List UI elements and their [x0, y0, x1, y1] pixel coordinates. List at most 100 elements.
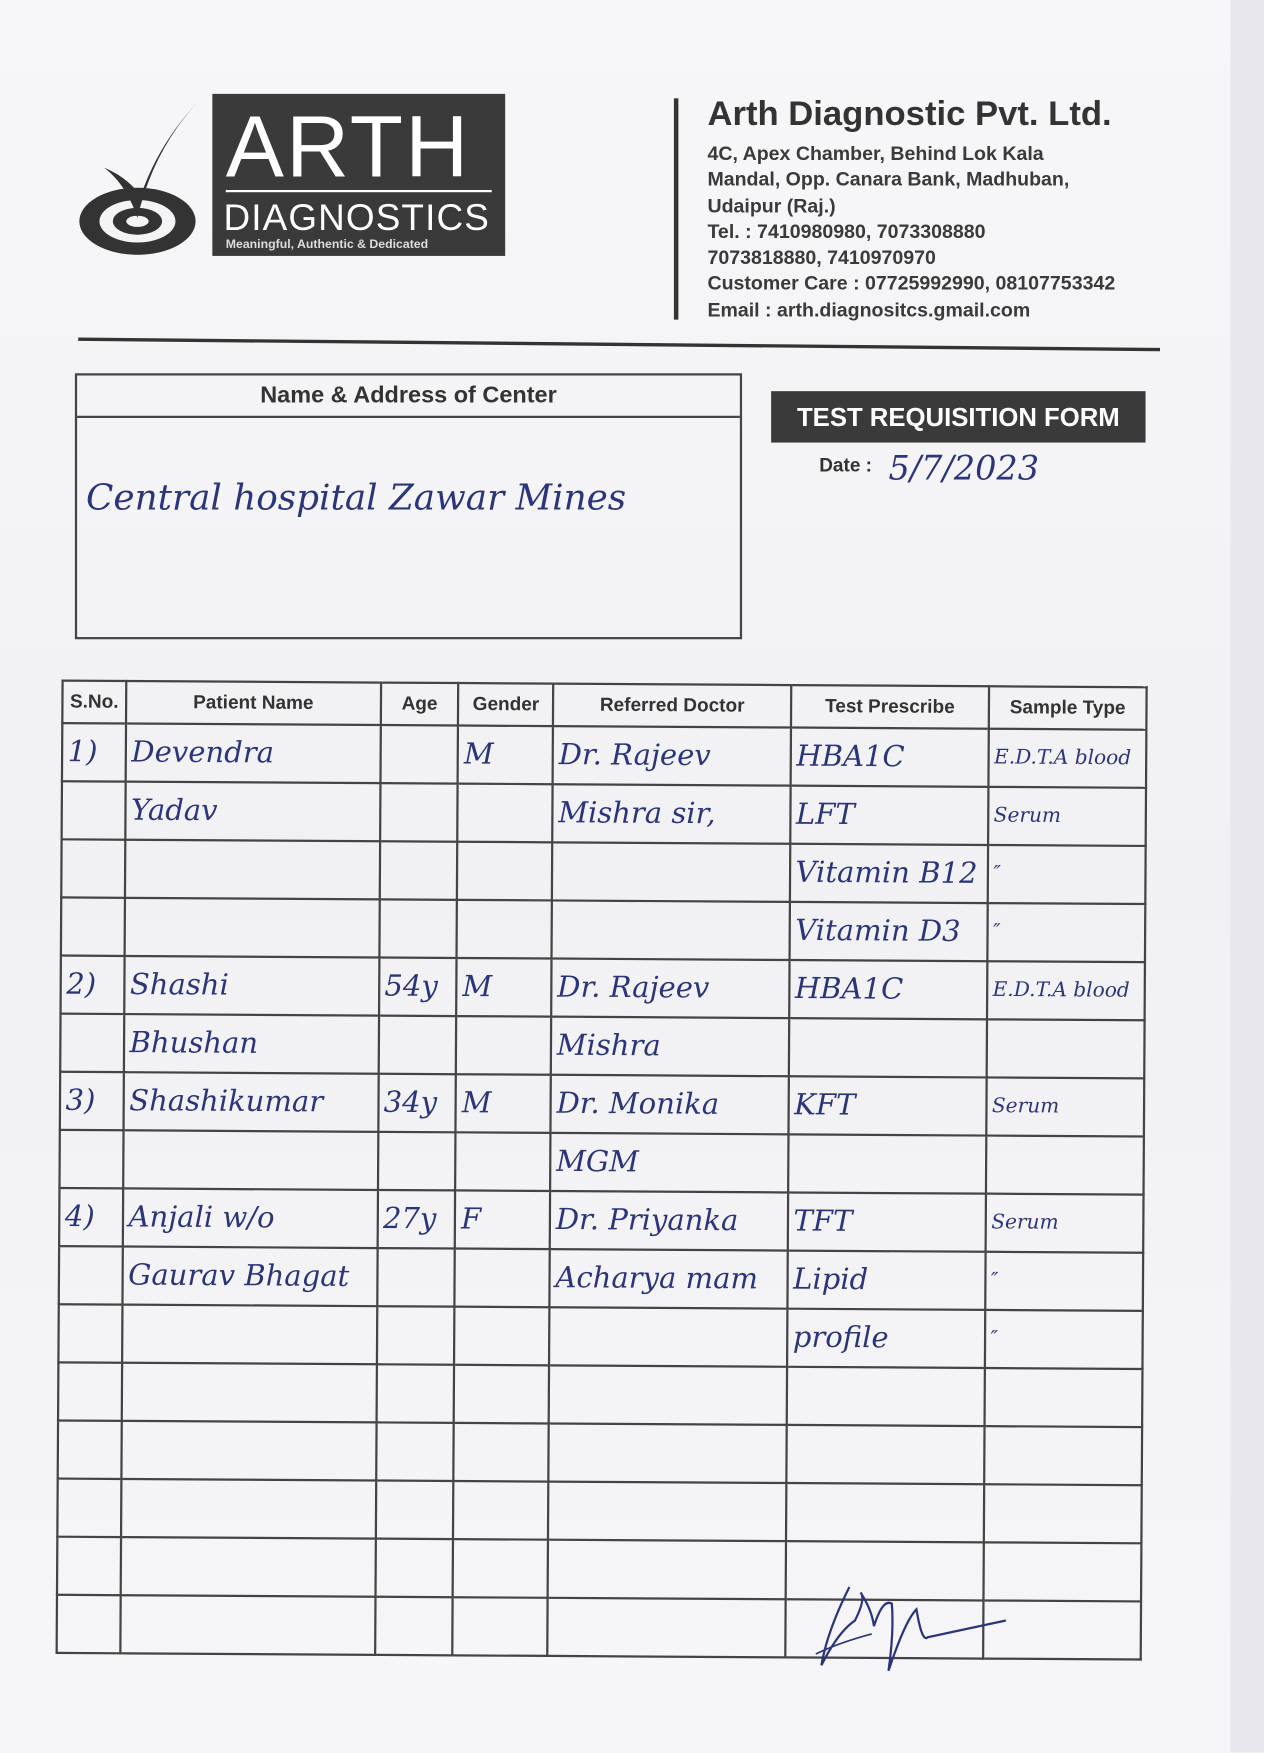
center-box: Name & Address of Center Central hospita…: [74, 373, 743, 640]
cell-sample-type: [984, 1426, 1143, 1486]
cell-referred-doctor: [549, 1307, 788, 1367]
cell-gender: [457, 899, 553, 959]
cell-referred-doctor: Dr. Rajeev: [552, 726, 791, 786]
cell-test-prescribe: [788, 1134, 987, 1194]
cell-sno: [57, 1420, 122, 1479]
scan-edge: [1230, 0, 1264, 1753]
cell-age: 27y: [377, 1189, 456, 1249]
cell-sno: [61, 781, 126, 840]
target-check-logo-icon: [79, 94, 205, 255]
logo-tagline: Meaningful, Authentic & Dedicated: [225, 238, 429, 252]
table-row: 1) Devendra M Dr. Rajeev HBA1C E.D.T.A blood: [61, 723, 1147, 788]
cell-referred-doctor: Mishra sir,: [552, 784, 791, 844]
cell-patient-name: [121, 1420, 377, 1481]
cell-age: [375, 1422, 455, 1481]
cell-patient-name: Shashikumar: [123, 1072, 379, 1132]
cell-sample-type: E.D.T.A blood: [988, 728, 1147, 788]
cell-gender: [457, 841, 553, 901]
cell-sno: 3): [59, 1071, 124, 1131]
cell-test-prescribe: HBA1C: [790, 727, 989, 787]
cell-sno: [59, 1129, 124, 1189]
cell-test-prescribe: LFT: [790, 785, 989, 845]
center-value: Central hospital Zawar Mines: [86, 476, 627, 519]
address-line: 4C, Apex Chamber, Behind Lok Kala: [707, 141, 1044, 165]
date-value: 5/7/2023: [888, 449, 1040, 489]
cell-test-prescribe: Vitamin B12: [789, 843, 988, 904]
cell-age: [379, 841, 458, 900]
header-test-prescribe: Test Prescribe: [790, 685, 989, 729]
cell-patient-name: Gaurav Bhagat: [122, 1246, 378, 1307]
cell-sno: [57, 1478, 122, 1538]
cell-age: [376, 1306, 455, 1365]
cell-sno: 1): [61, 723, 126, 782]
table-row: profile ″: [58, 1304, 1143, 1369]
cell-gender: [453, 1539, 549, 1598]
cell-referred-doctor: [547, 1539, 786, 1600]
table-row: 2) Shashi 54y M Dr. Rajeev HBA1C E.D.T.A blood: [60, 955, 1145, 1021]
cell-sample-type: ″: [984, 1309, 1143, 1369]
header-rule: [78, 337, 1161, 352]
cell-age: 34y: [377, 1073, 457, 1133]
address-line: Udaipur (Raj.): [707, 194, 836, 217]
cell-age: [375, 1480, 454, 1540]
cell-patient-name: [120, 1595, 376, 1655]
cell-age: [378, 1015, 457, 1075]
cell-referred-doctor: [548, 1481, 787, 1542]
center-divider: [77, 415, 740, 418]
header-divider: [673, 98, 679, 320]
cell-test-prescribe: Vitamin D3: [789, 901, 988, 962]
cell-age: [377, 1131, 456, 1191]
cell-gender: [453, 1422, 549, 1482]
cell-age: [375, 1538, 454, 1598]
cell-patient-name: Anjali w/o: [122, 1188, 378, 1249]
cell-test-prescribe: TFT: [787, 1192, 986, 1252]
logo-divider: [225, 189, 492, 193]
cell-sample-type: Serum: [985, 1193, 1144, 1253]
cell-gender: [455, 1132, 551, 1192]
header-sno: S.No.: [62, 680, 127, 724]
cell-sno: 2): [60, 955, 125, 1015]
cell-sno: [60, 897, 125, 956]
table-row: Vitamin D3 ″: [60, 897, 1146, 963]
header-age: Age: [380, 682, 459, 726]
cell-gender: [454, 1248, 551, 1308]
logo-word: ARTH: [225, 97, 471, 196]
cell-patient-name: [120, 1478, 376, 1539]
cell-age: [380, 725, 459, 784]
cell-sno: [58, 1362, 123, 1421]
cell-age: [376, 1364, 455, 1423]
cell-gender: [454, 1306, 550, 1366]
table-row: Bhushan Mishra: [60, 1013, 1145, 1079]
table-row: 4) Anjali w/o 27y F Dr. Priyanka TFT Serum: [59, 1188, 1144, 1253]
cell-gender: F: [455, 1190, 551, 1250]
logo: ARTH DIAGNOSTICS Meaningful, Authentic &…: [212, 93, 506, 256]
cell-gender: [457, 783, 553, 843]
cell-age: [379, 899, 458, 958]
cell-sample-type: [984, 1368, 1143, 1428]
cell-gender: [454, 1364, 550, 1424]
cell-sample-type: ″: [987, 844, 1146, 905]
header-referred-doctor: Referred Doctor: [553, 683, 792, 728]
patient-table: S.No. Patient Name Age Gender Referred D…: [56, 680, 1148, 1661]
cell-age: [376, 1248, 456, 1307]
cell-age: [379, 783, 459, 842]
company-contact: 4C, Apex Chamber, Behind Lok Kala Mandal…: [707, 141, 1115, 323]
cell-sample-type: [986, 1019, 1145, 1079]
cell-sample-type: [985, 1135, 1144, 1195]
cell-patient-name: Yadav: [125, 781, 381, 842]
cell-referred-doctor: Dr. Rajeev: [551, 958, 790, 1019]
cell-sample-type: Serum: [987, 786, 1147, 846]
tel-line: Tel. : 7410980980, 7073308880: [707, 220, 986, 243]
cell-test-prescribe: [788, 1018, 987, 1078]
address-line: Mandal, Opp. Canara Bank, Madhuban,: [707, 167, 1070, 191]
header-patient-name: Patient Name: [125, 681, 381, 726]
cell-patient-name: [124, 839, 380, 900]
cell-referred-doctor: [547, 1597, 786, 1658]
cell-gender: [452, 1597, 548, 1656]
cell-test-prescribe: Lipid: [787, 1250, 986, 1310]
cell-patient-name: [123, 1130, 378, 1190]
table-row: MGM: [59, 1129, 1144, 1195]
tel-line: 7073818880, 7410970970: [707, 246, 936, 269]
cell-referred-doctor: MGM: [550, 1132, 789, 1193]
